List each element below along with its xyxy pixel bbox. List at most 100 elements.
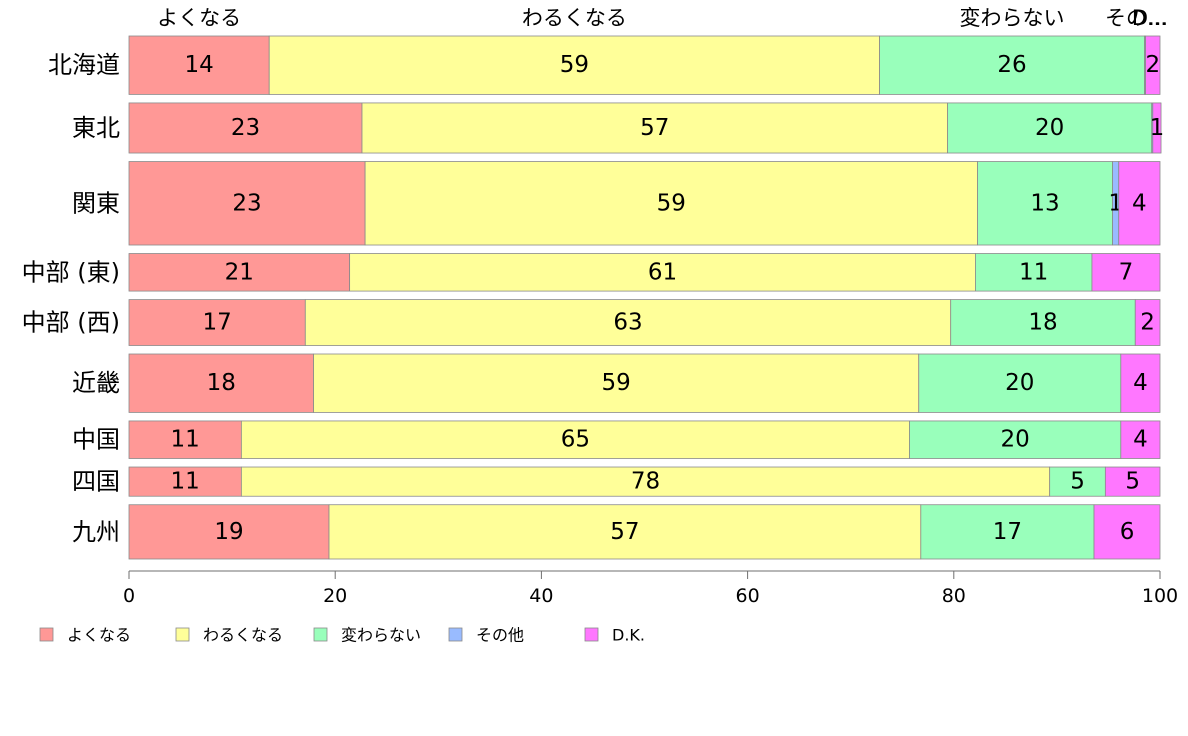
bar-segment xyxy=(349,253,976,292)
legend-swatch xyxy=(313,627,328,642)
data-label: 4 xyxy=(1133,370,1148,396)
category-label: 中部 (東) xyxy=(22,258,120,286)
category-label: 中国 xyxy=(72,426,120,454)
x-tick-label: 60 xyxy=(736,585,760,607)
bar-segment xyxy=(328,504,922,560)
data-label: 57 xyxy=(610,519,639,545)
bar-row: 19 57 17 6 xyxy=(128,504,1161,560)
bar-segment xyxy=(1134,299,1161,346)
bar-segment xyxy=(361,102,949,154)
data-label: 11 xyxy=(171,427,200,453)
data-label: 59 xyxy=(657,190,686,216)
bar-segment xyxy=(1120,420,1161,459)
bar-segment xyxy=(128,299,306,346)
legend-item: 変わらない xyxy=(313,626,421,645)
bar-segment xyxy=(268,35,880,95)
data-label: 13 xyxy=(1030,190,1059,216)
bar-segment xyxy=(1145,35,1161,95)
data-label: 17 xyxy=(203,310,232,336)
data-label: 2 xyxy=(1140,310,1155,336)
bar-segment xyxy=(128,102,363,154)
series-top-label: わるくなる xyxy=(522,6,627,30)
data-label: 21 xyxy=(225,259,254,285)
bar-row: 23 57 20 1 xyxy=(128,102,1164,154)
x-tick-label: 100 xyxy=(1142,585,1178,607)
series-top-label: その... xyxy=(1105,6,1167,30)
bar-segment xyxy=(1091,253,1161,292)
bar-row: 23 59 13 1 4 xyxy=(128,161,1161,246)
bar-segment xyxy=(128,466,242,497)
legend-label: 変わらない xyxy=(341,626,421,645)
legend-item: その他 xyxy=(448,626,524,645)
data-label: 5 xyxy=(1070,469,1085,495)
data-label: 4 xyxy=(1133,427,1148,453)
data-label: 65 xyxy=(561,427,590,453)
legend-swatch xyxy=(448,627,463,642)
legend: よくなる わるくなる 変わらない その他 D.K. xyxy=(39,626,645,645)
bar-segment xyxy=(128,420,242,459)
bar-segment xyxy=(950,299,1136,346)
data-label: 57 xyxy=(640,115,669,141)
bar-segment xyxy=(240,420,910,459)
data-label: 26 xyxy=(997,52,1026,78)
bar-segment xyxy=(977,161,1113,246)
data-label: 18 xyxy=(1028,310,1057,336)
category-label: 近畿 xyxy=(72,369,120,397)
x-tick-label: 0 xyxy=(123,585,135,607)
bar-row: 11 78 5 5 xyxy=(128,466,1161,497)
bar-row: 17 63 18 2 xyxy=(128,299,1161,346)
bar-segment xyxy=(128,353,314,413)
legend-swatch xyxy=(584,627,599,642)
data-label: 14 xyxy=(184,52,213,78)
bar-segment xyxy=(1120,353,1161,413)
data-label: 20 xyxy=(1035,115,1064,141)
bar-segment xyxy=(1049,466,1106,497)
legend-item: わるくなる xyxy=(175,626,283,645)
data-label: 59 xyxy=(560,52,589,78)
bar-segment xyxy=(909,420,1122,459)
category-label: 四国 xyxy=(72,468,120,496)
data-label: 61 xyxy=(648,259,677,285)
legend-label: その他 xyxy=(476,626,524,645)
bar-segment xyxy=(128,253,351,292)
bar-row: 18 59 20 4 xyxy=(128,353,1161,413)
bar-row: 14 59 26 2 xyxy=(128,35,1161,95)
bar-segment xyxy=(1104,466,1161,497)
bar-segment xyxy=(128,161,366,246)
series-top-label: D... xyxy=(1132,6,1168,30)
data-label: 59 xyxy=(602,370,631,396)
bar-segment xyxy=(240,466,1051,497)
series-top-labels: よくなる わるくなる 変わらない その...D... xyxy=(157,6,1168,30)
data-label: 23 xyxy=(231,115,260,141)
category-label: 関東 xyxy=(72,189,120,217)
data-label: 4 xyxy=(1132,190,1147,216)
legend-swatch xyxy=(39,627,54,642)
x-tick-label: 80 xyxy=(942,585,966,607)
category-label: 九州 xyxy=(72,518,120,546)
bar-row: 11 65 20 4 xyxy=(128,420,1161,459)
x-tick-label: 40 xyxy=(529,585,553,607)
data-label: 17 xyxy=(993,519,1022,545)
data-label: 78 xyxy=(631,469,660,495)
category-label: 北海道 xyxy=(48,51,120,79)
bar-segment xyxy=(304,299,952,346)
legend-label: よくなる xyxy=(67,626,131,645)
series-top-label: 変わらない xyxy=(960,6,1065,30)
bar-segment xyxy=(879,35,1145,95)
legend-swatch xyxy=(175,627,190,642)
bar-segment xyxy=(947,102,1153,154)
bar-segment xyxy=(1152,102,1162,154)
legend-label: わるくなる xyxy=(203,626,283,645)
bar-segment xyxy=(975,253,1093,292)
legend-item: D.K. xyxy=(584,626,645,645)
data-label: 20 xyxy=(1005,370,1034,396)
bars: 14 59 26 223 57 20 123 59 13 1 421 61 11 717 63 18 218 59… xyxy=(128,35,1164,560)
bar-row: 21 61 11 7 xyxy=(128,253,1161,292)
data-label: 6 xyxy=(1120,519,1135,545)
data-label: 11 xyxy=(171,469,200,495)
bar-segment xyxy=(128,35,270,95)
data-label: 19 xyxy=(214,519,243,545)
bar-segment xyxy=(1118,161,1161,246)
